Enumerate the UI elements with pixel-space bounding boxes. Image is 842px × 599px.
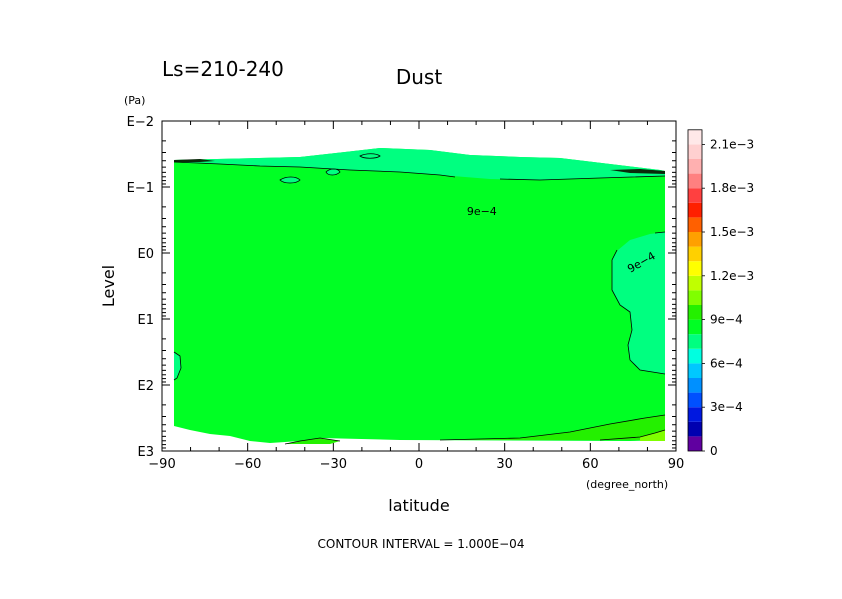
contour-label: 9e−4	[467, 205, 497, 218]
y-axis-unit: (Pa)	[124, 94, 145, 107]
x-tick-label: −30	[320, 457, 347, 472]
region-top-layer	[174, 148, 665, 180]
colorbar-cell	[688, 202, 702, 218]
colorbar-cell	[688, 129, 702, 145]
colorbar-label: 0	[710, 444, 718, 458]
colorbar-label: 9e−4	[710, 313, 743, 327]
colorbar-cell	[688, 305, 702, 320]
x-tick-label: 30	[496, 457, 513, 472]
y-axis-label: Level	[99, 265, 118, 307]
colorbar-cell	[688, 436, 702, 451]
contour-top-loop-3	[359, 153, 381, 159]
contour-9e-4-top	[173, 161, 666, 181]
y-tick-label: E3	[138, 445, 155, 460]
x-tick-label: −60	[234, 457, 261, 472]
contour-surface-pole	[599, 429, 666, 441]
contour-field	[174, 148, 665, 444]
contour-top-loop-2	[325, 168, 341, 176]
colorbar-cell	[688, 232, 702, 247]
colorbar-cell	[688, 173, 702, 189]
y-tick-label: E2	[138, 379, 155, 394]
contour-lines	[173, 153, 666, 445]
colorbar-cell	[688, 421, 702, 437]
colorbar-cell	[688, 159, 702, 174]
y-tick-label: E1	[138, 313, 155, 328]
top-dark-patch-west	[174, 159, 215, 162]
colorbar-cell	[688, 334, 702, 349]
y-axis: E−2 E−1 E0 E1 E2 E3	[127, 115, 676, 460]
colorbar-cell	[688, 378, 702, 393]
colorbar-cell	[688, 407, 702, 422]
x-axis: −90 −60 −30 0 30 60 90	[148, 121, 684, 472]
colorbar-cell	[688, 290, 702, 305]
colorbar-cell	[688, 392, 702, 408]
region-top-patch-2	[326, 169, 340, 175]
contour-9e-4-north	[611, 231, 666, 375]
colorbar: 0 3e−4 6e−4 9e−4 1.2e−3 1.5e−3 1.8e−3 2.1e−3	[687, 129, 754, 458]
colorbar-label: 1.2e−3	[710, 269, 754, 283]
colorbar-cell	[688, 348, 702, 364]
contour-surface-north	[439, 414, 666, 441]
contour-south-edge	[173, 351, 182, 381]
region-surface-south	[285, 438, 340, 444]
region-north-column	[612, 232, 665, 374]
x-axis-label: latitude	[388, 496, 449, 515]
colorbar-cell	[688, 363, 702, 378]
contour-interval-note: CONTOUR INTERVAL = 1.000E−04	[318, 537, 525, 551]
colorbar-label: 1.5e−3	[710, 225, 754, 239]
colorbar-label: 1.8e−3	[710, 181, 754, 195]
y-tick-label: E−1	[127, 181, 154, 196]
y-tick-label: E0	[138, 247, 155, 262]
region-top-patch-1	[280, 177, 300, 183]
contour-top-loop-1	[279, 176, 301, 184]
colorbar-label: 2.1e−3	[710, 137, 754, 151]
contour-surface-south	[284, 437, 341, 445]
x-tick-label: −90	[148, 457, 175, 472]
colorbar-label: 6e−4	[710, 356, 743, 370]
top-dark-patch-east	[610, 169, 665, 174]
colorbar-cell	[688, 217, 702, 232]
x-axis-unit: (degree_north)	[586, 478, 668, 491]
x-tick-label: 0	[415, 457, 423, 472]
region-surface-pole	[640, 430, 665, 441]
colorbar-cell	[688, 144, 702, 159]
colorbar-cell	[688, 261, 702, 276]
colorbar-cell	[688, 188, 702, 203]
region-bulk	[174, 148, 665, 443]
region-south-edge	[174, 352, 181, 380]
colorbar-cell	[688, 275, 702, 291]
region-surface-north	[440, 415, 665, 440]
colorbar-label: 3e−4	[710, 400, 743, 414]
x-tick-label: 90	[668, 457, 685, 472]
period-label: Ls=210-240	[162, 57, 284, 81]
x-tick-label: 60	[582, 457, 599, 472]
chart-title: Dust	[396, 65, 442, 89]
colorbar-frame	[687, 129, 703, 452]
y-tick-label: E−2	[127, 115, 154, 130]
colorbar-cell	[688, 319, 702, 335]
colorbar-cell	[688, 246, 702, 262]
